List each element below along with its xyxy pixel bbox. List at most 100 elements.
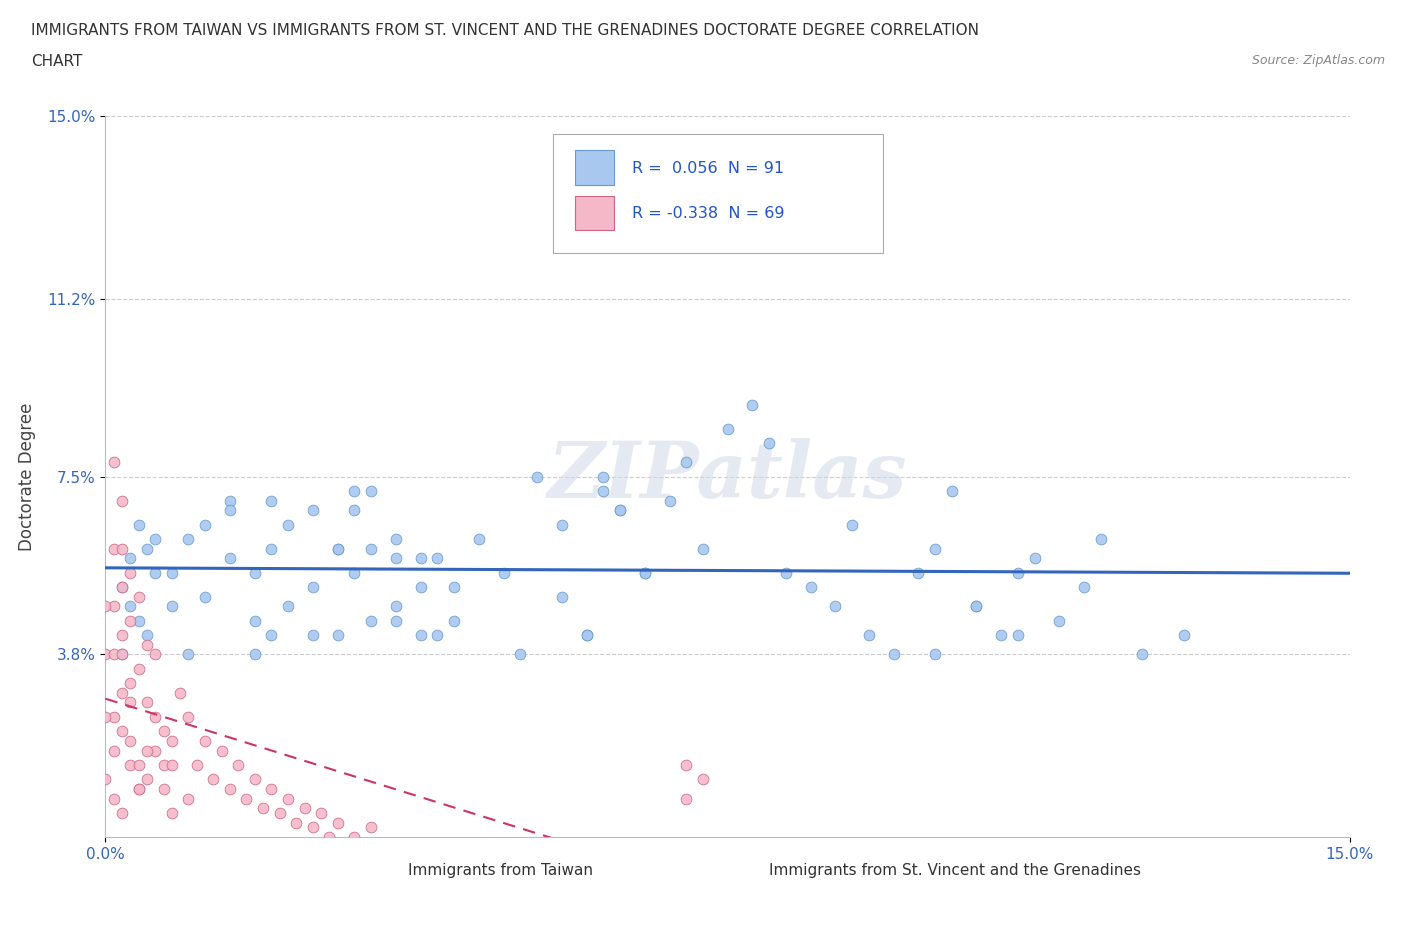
Point — [143, 532, 166, 547]
Point — [758, 435, 780, 450]
Point — [135, 541, 157, 556]
Point — [152, 724, 174, 738]
Point — [128, 590, 150, 604]
Point — [218, 781, 242, 796]
Point — [111, 628, 134, 643]
Point — [243, 565, 266, 580]
Point — [326, 541, 349, 556]
FancyBboxPatch shape — [367, 857, 398, 884]
Point — [551, 517, 574, 532]
Point — [120, 734, 142, 749]
Point — [717, 421, 740, 436]
Point — [103, 791, 125, 806]
Point — [409, 551, 432, 565]
Point — [235, 791, 257, 806]
Text: Immigrants from Taiwan: Immigrants from Taiwan — [408, 863, 593, 878]
Point — [194, 590, 217, 604]
Point — [343, 484, 366, 498]
Point — [343, 830, 366, 844]
Point — [385, 551, 408, 565]
Point — [160, 805, 183, 820]
Point — [1173, 628, 1195, 643]
Point — [243, 772, 266, 787]
Point — [135, 772, 157, 787]
Point — [120, 551, 142, 565]
Point — [143, 565, 166, 580]
Point — [111, 541, 134, 556]
Point — [128, 781, 150, 796]
Point — [243, 647, 266, 662]
Point — [1007, 628, 1029, 643]
Point — [135, 628, 157, 643]
Point — [260, 781, 283, 796]
Point — [94, 647, 117, 662]
Point — [1049, 614, 1071, 629]
Point — [194, 517, 217, 532]
Point — [120, 614, 142, 629]
Point — [575, 628, 598, 643]
Point — [135, 743, 157, 758]
Point — [800, 579, 823, 594]
Point — [841, 517, 863, 532]
Point — [120, 757, 142, 772]
Point — [243, 614, 266, 629]
Point — [111, 647, 134, 662]
Point — [194, 734, 217, 749]
Point — [94, 772, 117, 787]
Text: R =  0.056  N = 91: R = 0.056 N = 91 — [631, 161, 785, 176]
Point — [103, 541, 125, 556]
Point — [575, 628, 598, 643]
Point — [103, 455, 125, 470]
Point — [907, 565, 929, 580]
Point — [824, 599, 846, 614]
Point — [143, 743, 166, 758]
Point — [301, 503, 323, 518]
Point — [675, 757, 697, 772]
Point — [285, 815, 308, 830]
Point — [609, 503, 631, 518]
Point — [103, 647, 125, 662]
Point — [409, 628, 432, 643]
Point — [211, 743, 233, 758]
Point — [526, 469, 548, 484]
Point — [277, 599, 299, 614]
Point — [658, 493, 681, 508]
Point — [1073, 579, 1095, 594]
Point — [318, 830, 340, 844]
Point — [177, 647, 200, 662]
Point — [1024, 551, 1046, 565]
Text: ZIPatlas: ZIPatlas — [548, 438, 907, 515]
Point — [965, 599, 987, 614]
Point — [385, 532, 408, 547]
Point — [326, 541, 349, 556]
Point — [924, 647, 946, 662]
Point — [120, 695, 142, 710]
Point — [135, 695, 157, 710]
Point — [94, 599, 117, 614]
Point — [692, 772, 714, 787]
Point — [277, 517, 299, 532]
Point — [965, 599, 987, 614]
Point — [858, 628, 880, 643]
Point — [111, 685, 134, 700]
Point — [1090, 532, 1112, 547]
Point — [990, 628, 1012, 643]
FancyBboxPatch shape — [554, 134, 883, 253]
Point — [924, 541, 946, 556]
Point — [360, 614, 382, 629]
Point — [218, 493, 242, 508]
Point — [103, 710, 125, 724]
Point — [218, 503, 242, 518]
Point — [177, 532, 200, 547]
Point — [252, 801, 274, 816]
Point — [152, 781, 174, 796]
Point — [301, 820, 323, 835]
Point — [509, 647, 531, 662]
Point — [426, 628, 449, 643]
Point — [111, 579, 134, 594]
Point — [226, 757, 249, 772]
Point — [360, 484, 382, 498]
Point — [343, 565, 366, 580]
Point — [260, 628, 283, 643]
Point — [160, 565, 183, 580]
